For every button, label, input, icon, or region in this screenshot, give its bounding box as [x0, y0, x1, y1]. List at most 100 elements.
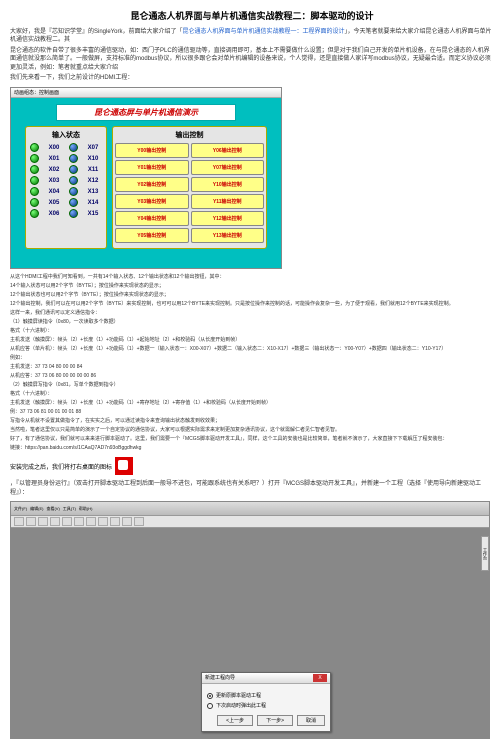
post-install-text-a: 安装完成之后，我们将打右桌面的图标 — [10, 462, 112, 471]
link-prev-tutorial[interactable]: 昆仑通态人机界面与单片机通信实战教程一：工程界面的设计 — [182, 29, 344, 35]
hdmi-banner: 昆仑通态屏与单片机通信演示 — [56, 104, 236, 121]
input-label: X12 — [84, 178, 102, 184]
toolbar-button[interactable] — [38, 517, 48, 526]
input-label: X11 — [84, 167, 102, 173]
hdmi-titlebar: 动画组态：控制画面 — [11, 88, 281, 98]
para-intro: 大家好，我是『芯知识学堂』的SingleYork，前面给大家介绍了「昆仑通态人机… — [10, 28, 494, 45]
input-label: X00 — [45, 145, 63, 151]
dialog-close-button[interactable]: X — [313, 674, 327, 682]
body-paragraph: 格式（十六进制）： — [10, 328, 494, 335]
input-row: X00 X07 — [30, 143, 102, 152]
body-paragraph: 链接：https://pan.baidu.com/s/1CAaQ7AD7n93o… — [10, 445, 494, 452]
toolbar-button[interactable] — [110, 517, 120, 526]
input-label: X10 — [84, 156, 102, 162]
led-icon — [30, 176, 39, 185]
input-label: X13 — [84, 189, 102, 195]
radio-update-project[interactable] — [207, 693, 213, 699]
input-row: X03 X12 — [30, 176, 102, 185]
toolbar-button[interactable] — [14, 517, 24, 526]
post-install-text-b: ，『以管理员身份运行』（双击打开脚本驱动工程到后面一般导不进包，可能跟系统也有关… — [10, 480, 494, 497]
output-control-button[interactable]: Y02输出控制 — [115, 177, 189, 192]
input-label: X03 — [45, 178, 63, 184]
mcgs-desktop-icon — [115, 457, 133, 475]
cancel-button[interactable]: 取消 — [297, 715, 325, 726]
menu-item[interactable]: 文件(F) — [14, 506, 27, 512]
input-label: X04 — [45, 189, 63, 195]
output-control-button[interactable]: Y13输出控制 — [191, 228, 265, 243]
led-icon — [69, 154, 78, 163]
input-label: X15 — [84, 211, 102, 217]
output-control-button[interactable]: Y06输出控制 — [191, 143, 265, 158]
body-paragraph: 12个输出状态也可以用2个字节（BYTE）；按位操作来实现状态的显示； — [10, 292, 494, 299]
radio-label-2: 下次启动时弹出此工程 — [216, 702, 266, 709]
body-paragraph: 14个输入状态可以用2个字节（BYTE）；按位操作来实现状态的显示； — [10, 283, 494, 290]
toolbar-button[interactable] — [50, 517, 60, 526]
toolbar-button[interactable] — [134, 517, 144, 526]
output-control-button[interactable]: Y01输出控制 — [115, 160, 189, 175]
menu-item[interactable]: 查看(V) — [46, 506, 59, 512]
led-icon — [30, 165, 39, 174]
output-row: Y02输出控制Y10输出控制 — [115, 177, 264, 192]
input-row: X01 X10 — [30, 154, 102, 163]
menu-item[interactable]: 编辑(E) — [30, 506, 43, 512]
toolbar-button[interactable] — [26, 517, 36, 526]
led-icon — [30, 209, 39, 218]
led-icon — [30, 187, 39, 196]
input-row: X04 X13 — [30, 187, 102, 196]
led-icon — [30, 154, 39, 163]
led-icon — [69, 165, 78, 174]
ide-window: 文件(F)编辑(E)查看(V)工具(T)帮助(H) 工作台 新建工程向导 X — [10, 501, 490, 739]
radio-show-next-time[interactable] — [207, 703, 213, 709]
next-step-button[interactable]: 下一步> — [257, 715, 293, 726]
body-paragraph: 好了，有了通信协议，我们就可以来来进行脚本驱动了。这里，我们需要一个『MCGS脚… — [10, 436, 494, 443]
toolbar-button[interactable] — [62, 517, 72, 526]
ide-side-tab[interactable]: 工作台 — [481, 536, 489, 571]
body-paragraph: 写指令从机就不设置其做指令了，在实实之后，可以通过读指令来查询输出状态触发到收效… — [10, 418, 494, 425]
radio-label-1: 更新原脚本驱动工程 — [216, 692, 261, 699]
output-control-button[interactable]: Y00输出控制 — [115, 143, 189, 158]
body-paragraph: 例如： — [10, 355, 494, 362]
menu-item[interactable]: 帮助(H) — [79, 506, 93, 512]
toolbar-button[interactable] — [122, 517, 132, 526]
output-control-button[interactable]: Y07输出控制 — [191, 160, 265, 175]
toolbar-button[interactable] — [74, 517, 84, 526]
body-paragraph: 主机发送（触摸屏）：帧头（2）+长度（1）+功能码（1）+起始地址（2）+和校验… — [10, 337, 494, 344]
output-row: Y00输出控制Y06输出控制 — [115, 143, 264, 158]
input-label: X07 — [84, 145, 102, 151]
toolbar-button[interactable] — [98, 517, 108, 526]
prev-step-button[interactable]: <上一步 — [217, 715, 253, 726]
led-icon — [30, 143, 39, 152]
body-paragraph: 从这个HDMI工程中我们可知看到，一共有14个输入状态、12个输出状态和12个输… — [10, 274, 494, 281]
body-paragraph: 主机发送（触摸屏）：帧头（2）+长度（1）+功能码（1）+寄存地址（2）+寄存值… — [10, 400, 494, 407]
output-panel-title: 输出控制 — [115, 130, 264, 140]
output-control-button[interactable]: Y03输出控制 — [115, 194, 189, 209]
input-panel-title: 输入状态 — [29, 130, 103, 140]
body-paragraph: 12个输出控制，我们可以在可以用2个字节（BYTE）来实现控制，也可可以用12个… — [10, 301, 494, 308]
body-paragraph: 当然啦，笔者这里仅以只是简单的演示了一个自定协议的通信协议，大家可以根据实际需求… — [10, 427, 494, 434]
led-icon — [69, 176, 78, 185]
body-paragraph: 例：37 73 06 81 00 01 00 01 88 — [10, 409, 494, 416]
body-paragraph: 从机应答（单片机）：帧头（2）+长度（1）+功能码（1）+数据一（输入状态一：X… — [10, 346, 494, 353]
para-3: 我们先来看一下，我们之前设计的HDMI工程： — [10, 74, 494, 82]
ide-toolbar — [11, 516, 489, 528]
input-row: X02X11 — [30, 165, 102, 174]
led-icon — [30, 198, 39, 207]
output-row: Y01输出控制Y07输出控制 — [115, 160, 264, 175]
body-paragraph: 主机发送：37 73 04 80 00 00 84 — [10, 364, 494, 371]
toolbar-button[interactable] — [86, 517, 96, 526]
output-control-button[interactable]: Y04输出控制 — [115, 211, 189, 226]
output-control-button[interactable]: Y10输出控制 — [191, 177, 265, 192]
led-icon — [69, 187, 78, 196]
input-row: X06X15 — [30, 209, 102, 218]
input-label: X05 — [45, 200, 63, 206]
output-control-button[interactable]: Y11输出控制 — [191, 194, 265, 209]
output-row: Y04输出控制Y12输出控制 — [115, 211, 264, 226]
input-label: X01 — [45, 156, 63, 162]
body-paragraph: （1）触摸屏读指令（0x80，一次读取多个数据） — [10, 319, 494, 326]
menu-item[interactable]: 工具(T) — [63, 506, 76, 512]
output-control-button[interactable]: Y05输出控制 — [115, 228, 189, 243]
body-paragraph: （2）触摸屏写指令（0x81，写单个数据到指令） — [10, 382, 494, 389]
led-icon — [69, 209, 78, 218]
led-icon — [69, 143, 78, 152]
output-control-button[interactable]: Y12输出控制 — [191, 211, 265, 226]
